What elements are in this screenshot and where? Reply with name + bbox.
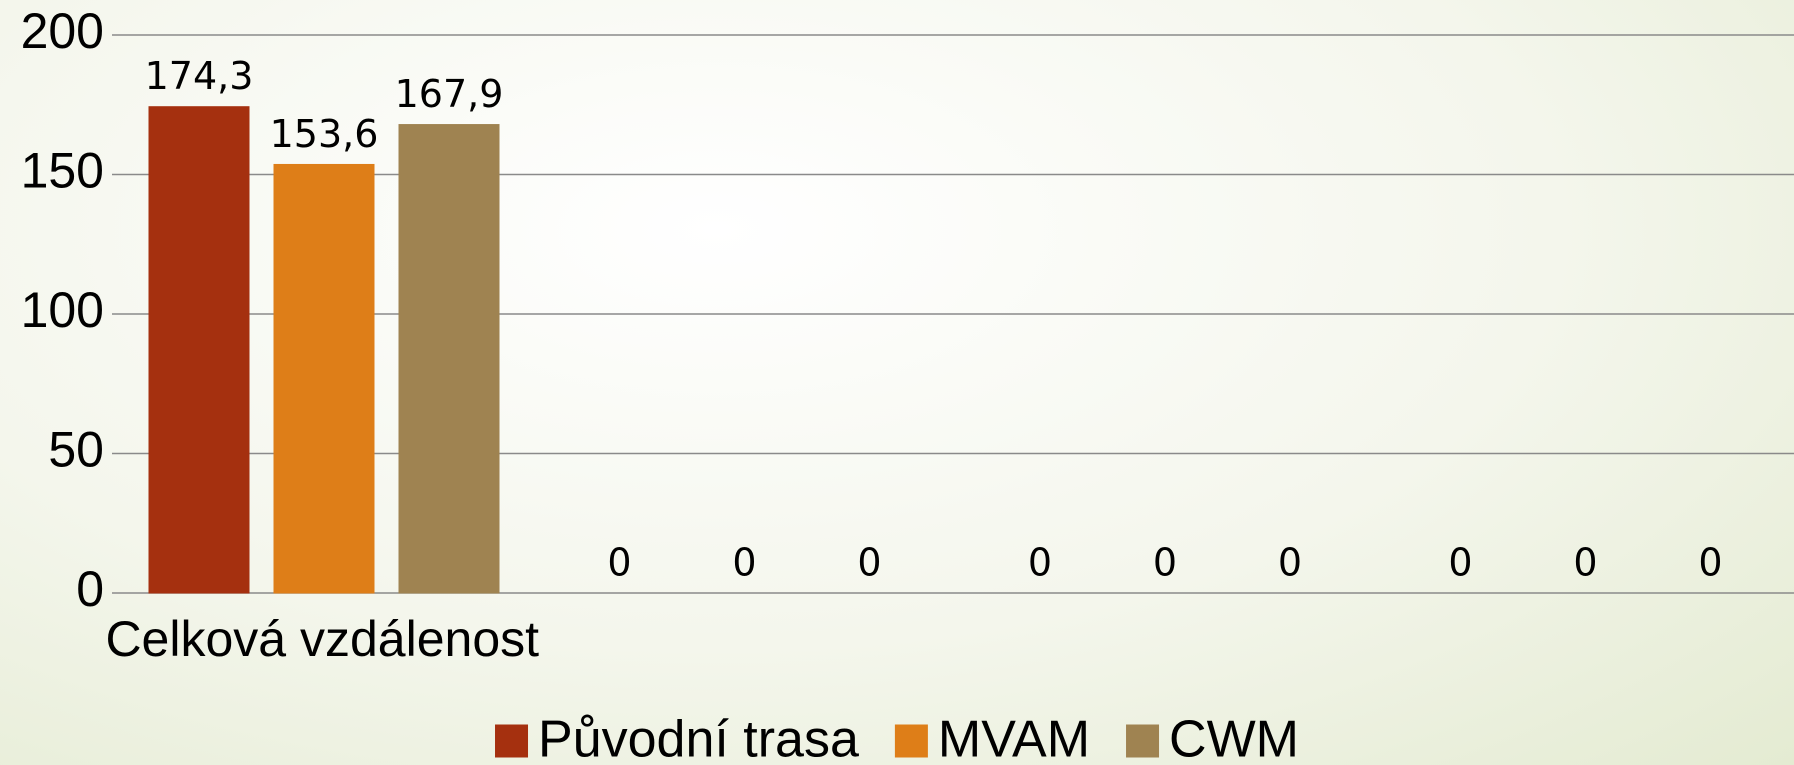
bar	[148, 106, 250, 594]
y-tick-label: 50	[48, 422, 104, 478]
y-tick-label: 150	[21, 143, 104, 199]
legend-swatch	[1126, 724, 1160, 758]
y-tick-label: 200	[21, 3, 104, 59]
legend-label: MVAM	[938, 711, 1090, 765]
value-label: 167,9	[395, 72, 504, 116]
value-label: 153,6	[270, 112, 379, 156]
value-label: 0	[1028, 541, 1052, 585]
legend-label: Původní trasa	[538, 711, 859, 765]
value-label: 174,3	[145, 54, 254, 98]
value-label: 0	[1448, 541, 1472, 585]
value-label: 0	[1278, 541, 1302, 585]
legend-swatch	[495, 724, 529, 758]
value-label: 0	[857, 541, 881, 585]
value-label: 0	[732, 541, 756, 585]
value-label: 0	[1153, 541, 1177, 585]
legend-label: CWM	[1169, 711, 1299, 765]
value-label: 0	[1698, 541, 1722, 585]
value-label: 0	[1573, 541, 1597, 585]
legend-swatch	[894, 724, 928, 758]
value-label: 0	[607, 541, 631, 585]
bar	[273, 163, 375, 594]
y-tick-label: 0	[76, 561, 104, 617]
x-tick-label: Celková vzdálenost	[105, 611, 539, 667]
bar	[398, 124, 500, 594]
y-tick-label: 100	[21, 282, 104, 338]
